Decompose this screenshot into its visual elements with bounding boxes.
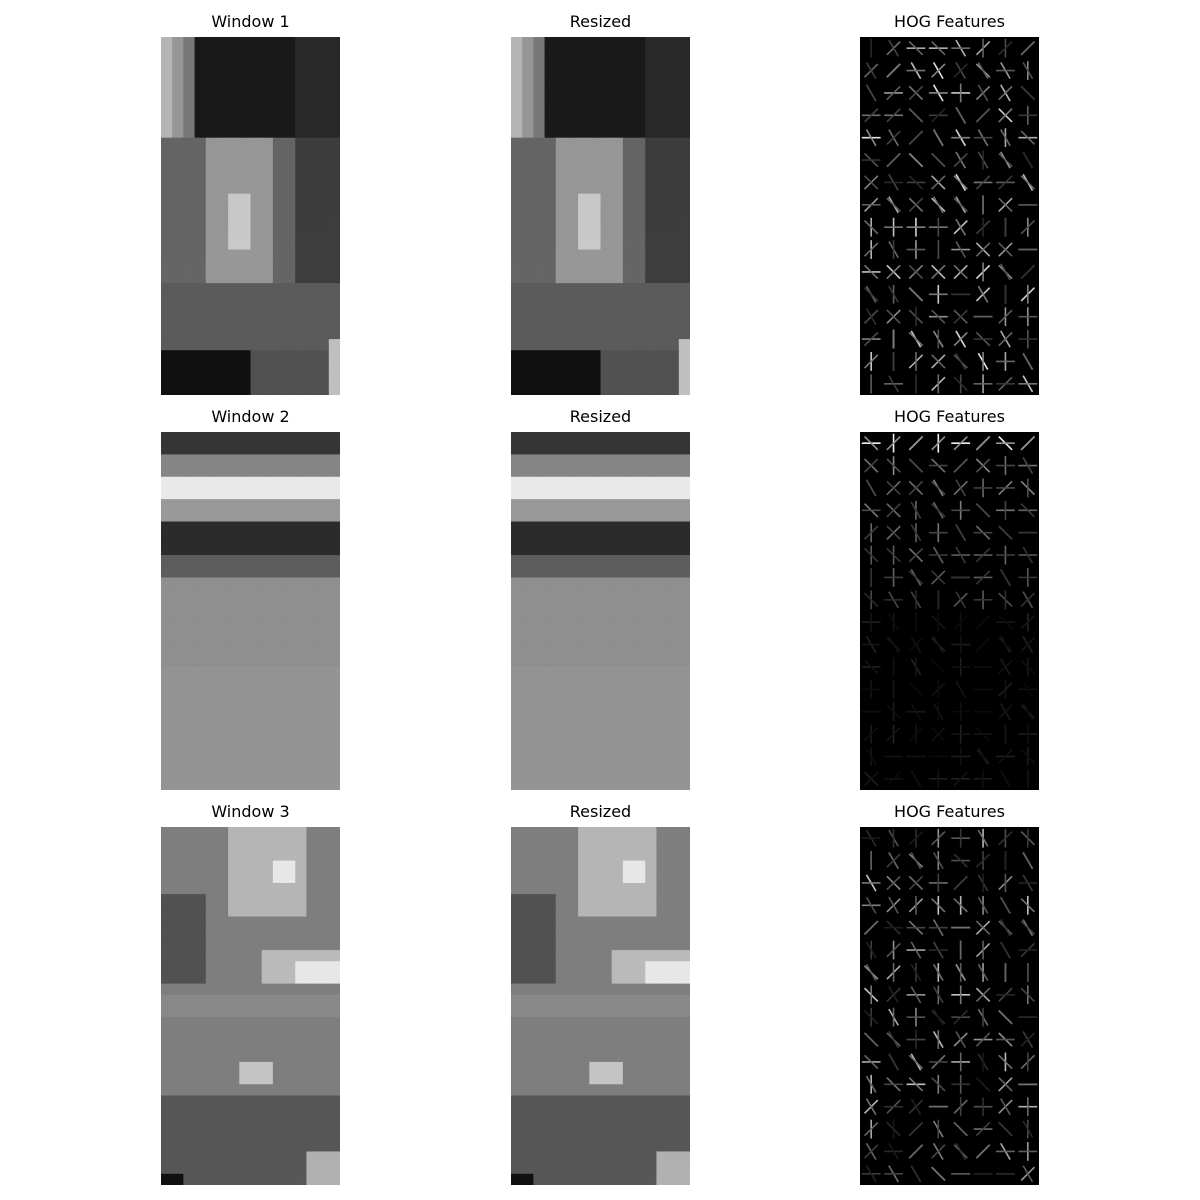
hog-3-image [860, 827, 1039, 1185]
panel-title: Resized [569, 802, 632, 821]
resized-1-image [511, 37, 690, 395]
resized-3-grayscale-image [511, 827, 690, 1185]
panel-title: HOG Features [894, 802, 1005, 821]
window-2-grayscale-image [161, 432, 340, 790]
panel-title: HOG Features [894, 407, 1005, 426]
panel-title: HOG Features [894, 12, 1005, 31]
panel-title: Resized [569, 407, 632, 426]
window-2-image [161, 432, 340, 790]
resized-2-grayscale-image [511, 432, 690, 790]
panel-title: Window 2 [211, 407, 290, 426]
resized-3-image [511, 827, 690, 1185]
panel-title: Resized [569, 12, 632, 31]
window-1-image [161, 37, 340, 395]
hog-1-image [860, 37, 1039, 395]
panel-title: Window 1 [211, 12, 290, 31]
hog-1-visualization [860, 37, 1039, 395]
resized-1-grayscale-image [511, 37, 690, 395]
resized-2-image [511, 432, 690, 790]
hog-2-visualization [860, 432, 1039, 790]
window-3-grayscale-image [161, 827, 340, 1185]
window-1-grayscale-image [161, 37, 340, 395]
window-3-image [161, 827, 340, 1185]
hog-2-image [860, 432, 1039, 790]
panel-title: Window 3 [211, 802, 290, 821]
hog-3-visualization [860, 827, 1039, 1185]
